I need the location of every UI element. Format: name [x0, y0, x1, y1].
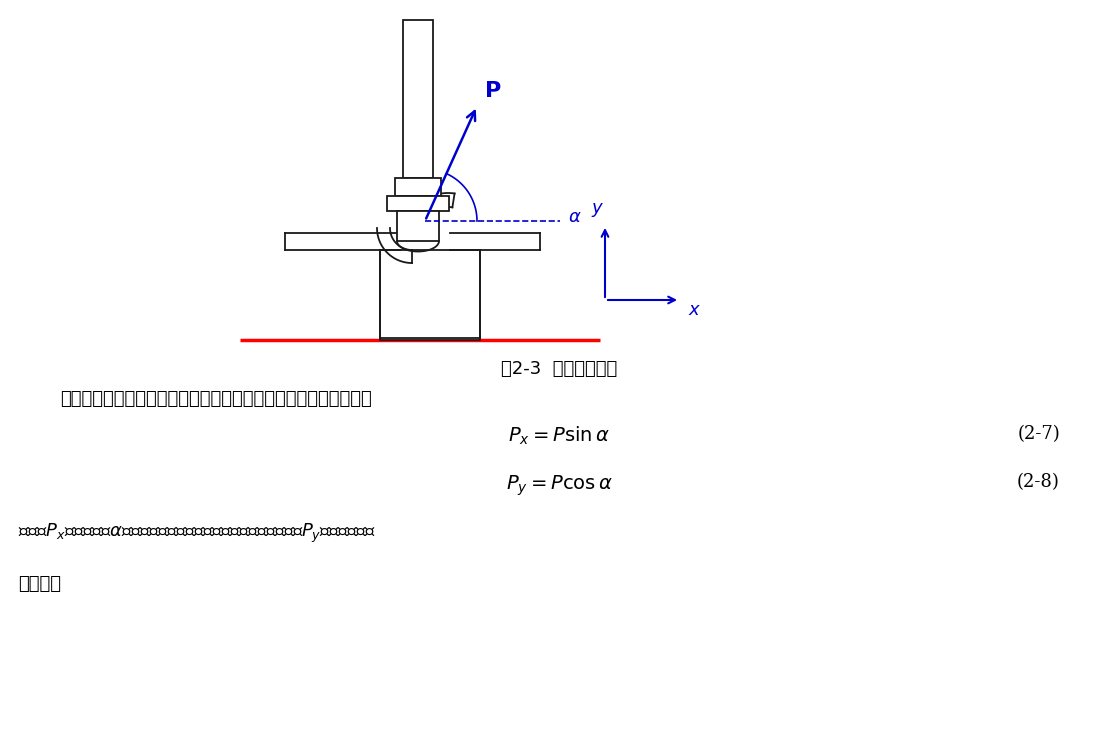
Text: $P_x = P\sin\alpha$: $P_x = P\sin\alpha$	[508, 425, 610, 448]
Bar	[403, 20, 433, 178]
Bar	[397, 211, 439, 241]
Text: $P_y = P\cos\alpha$: $P_y = P\cos\alpha$	[506, 473, 612, 498]
Bar	[387, 196, 449, 211]
Text: x: x	[688, 301, 698, 319]
Bar	[395, 178, 441, 196]
Text: P: P	[485, 81, 501, 101]
Text: 径向力。: 径向力。	[18, 575, 62, 593]
Text: y: y	[592, 199, 602, 217]
Bar	[380, 250, 480, 340]
Text: 图2-3  翅片受力分析: 图2-3 翅片受力分析	[501, 360, 617, 378]
Text: (2-8): (2-8)	[1017, 473, 1060, 491]
Text: $\alpha$: $\alpha$	[568, 208, 582, 226]
Text: 翅片通过换热管受到斜向上的压力，将其分解成轴向力和径向力：: 翅片通过换热管受到斜向上的压力，将其分解成轴向力和径向力：	[60, 390, 372, 408]
Text: (2-7): (2-7)	[1017, 425, 1060, 443]
Text: 式中，$P_x$为轴向力，$\alpha$是换热管和翅片接触点切线与水平线的夹角，$P_y$是翅片受到的: 式中，$P_x$为轴向力，$\alpha$是换热管和翅片接触点切线与水平线的夹角…	[18, 522, 376, 545]
